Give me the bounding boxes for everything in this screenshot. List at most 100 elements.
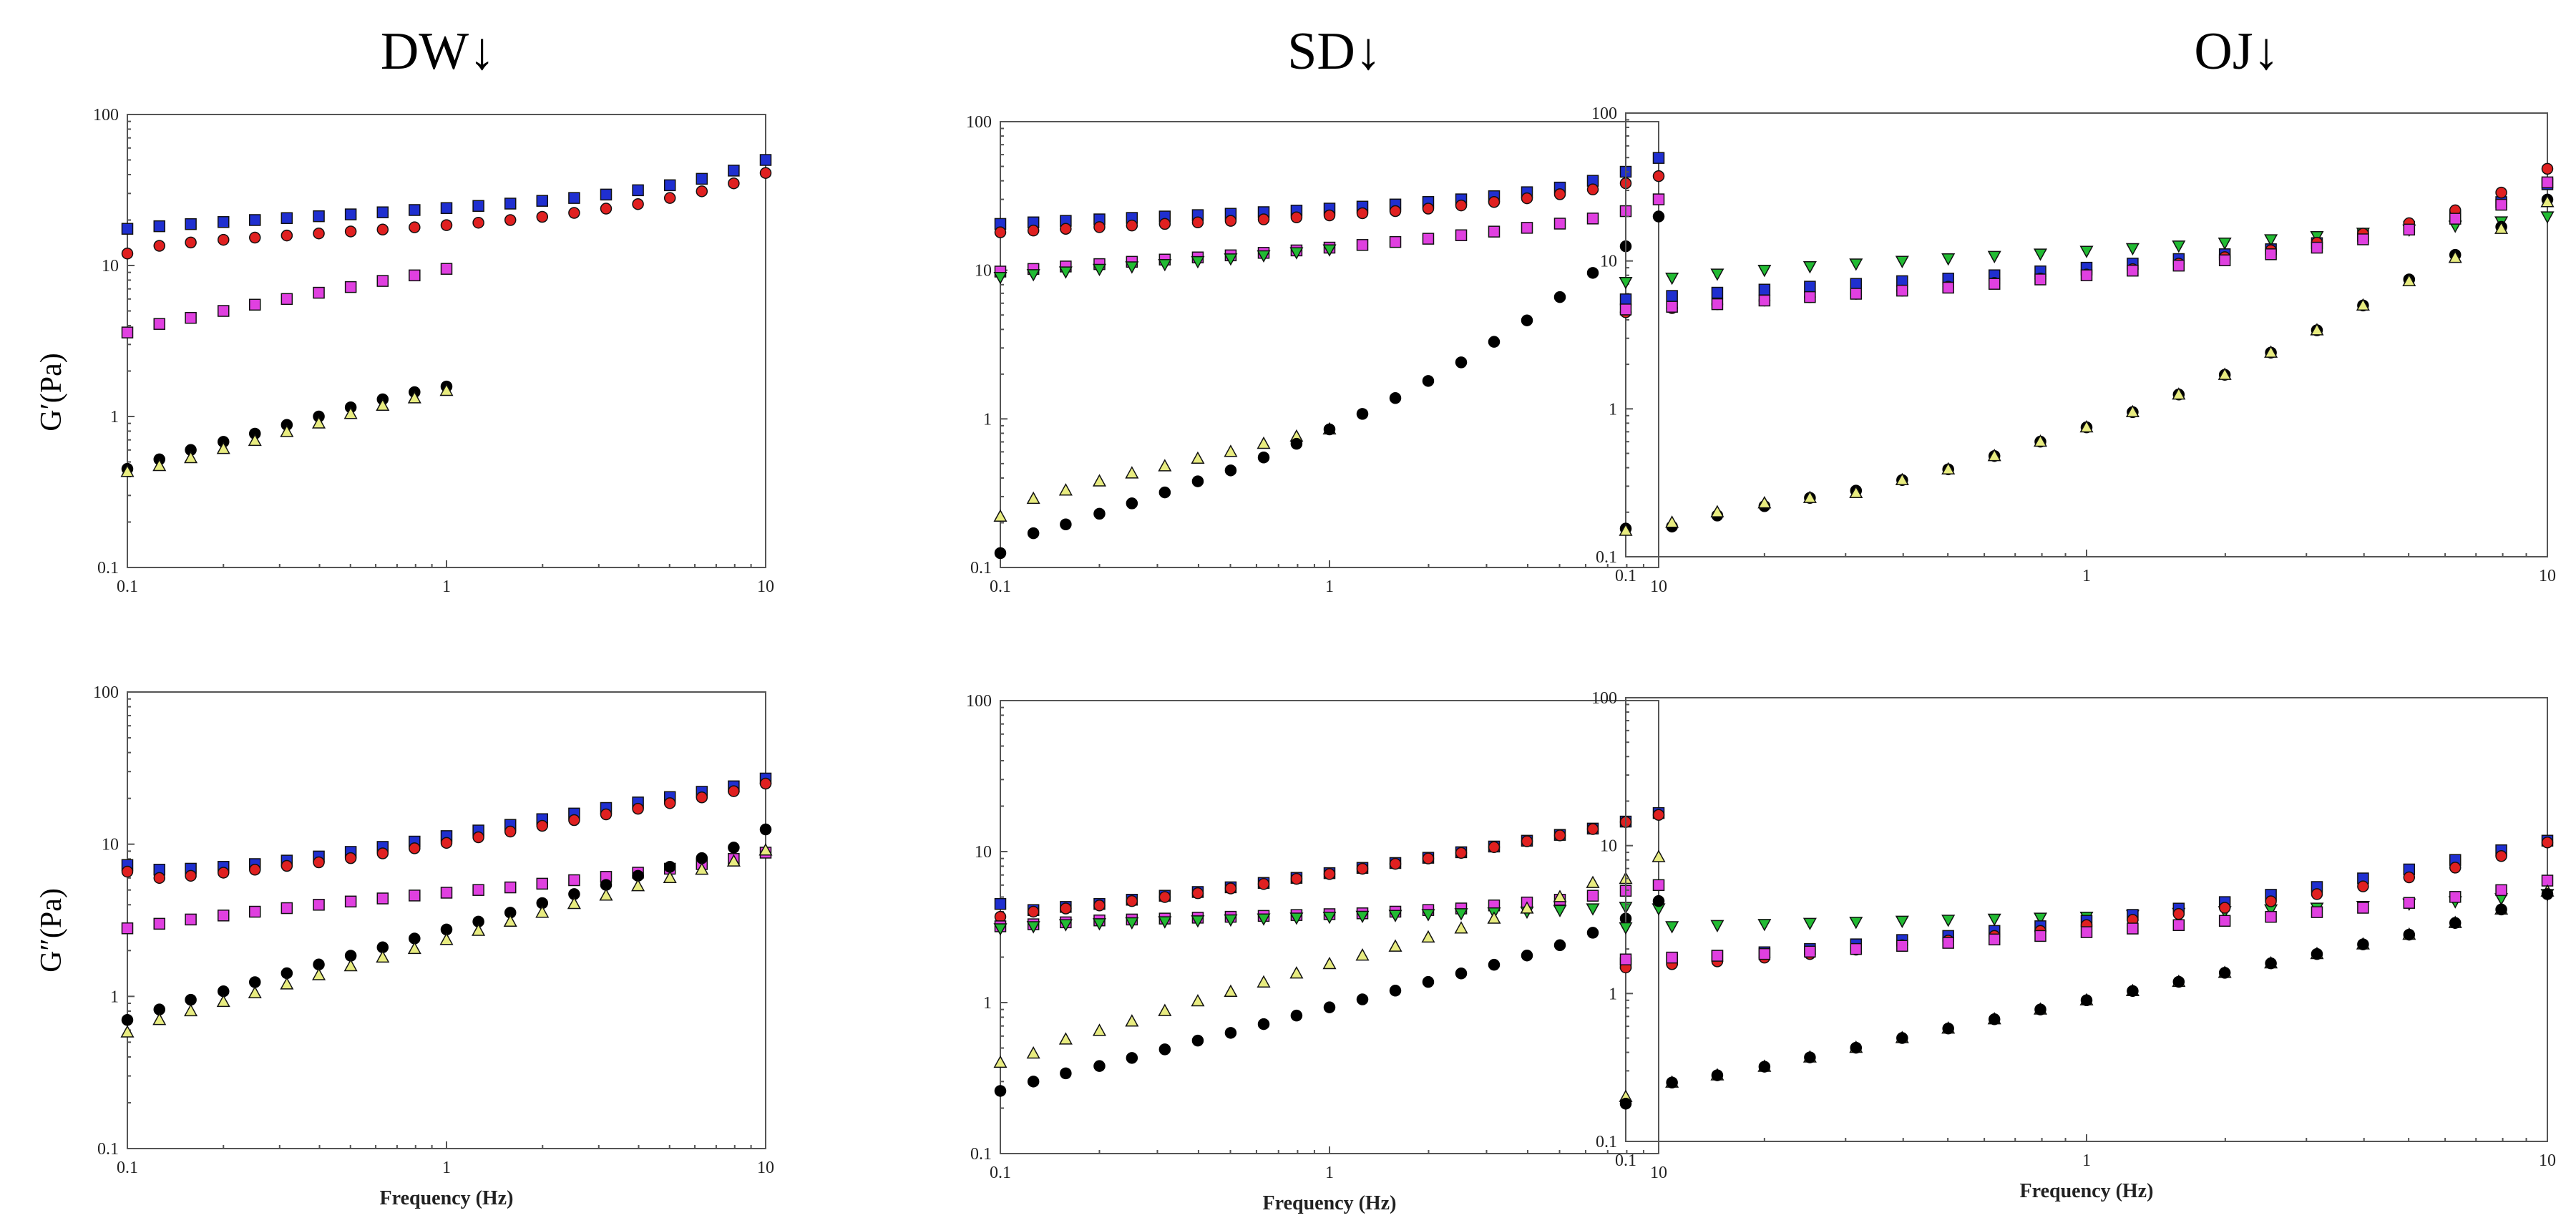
data-point — [2172, 907, 2185, 920]
data-point — [1619, 277, 1633, 290]
data-point — [728, 177, 740, 190]
data-point — [1553, 890, 1567, 902]
data-point — [1422, 975, 1435, 988]
data-point — [1289, 247, 1304, 260]
data-point — [2541, 162, 2554, 175]
data-point — [1356, 993, 1369, 1005]
data-point — [249, 864, 261, 876]
data-point — [2311, 888, 2323, 900]
series-black_circle — [994, 895, 1665, 1097]
data-point — [632, 184, 644, 197]
data-point — [1092, 1023, 1106, 1036]
data-point — [759, 823, 772, 836]
data-point — [1060, 518, 1072, 531]
series-yellow_triangle_up — [1619, 195, 2555, 536]
data-point — [280, 967, 293, 980]
data-point — [1896, 284, 1908, 297]
data-point — [1665, 273, 1679, 286]
data-point — [2034, 1003, 2046, 1015]
data-point — [1521, 949, 1533, 962]
data-point — [1666, 290, 1678, 302]
data-point — [1422, 233, 1435, 245]
data-point — [343, 406, 358, 419]
data-point — [504, 881, 517, 894]
data-point — [1092, 474, 1106, 487]
data-point — [1553, 939, 1566, 952]
data-point — [2357, 938, 2369, 950]
data-point — [1092, 918, 1106, 931]
data-point — [1058, 483, 1073, 496]
data-point — [2541, 176, 2554, 189]
data-point — [993, 1055, 1008, 1068]
data-point — [153, 872, 166, 885]
y-tick-label: 10 — [102, 836, 119, 854]
data-point — [663, 861, 676, 873]
data-point — [1711, 298, 1724, 311]
data-point — [1896, 1032, 1908, 1044]
data-point — [121, 922, 134, 935]
data-point — [1586, 267, 1599, 279]
chart-panel-dw-gprime: 0.1 1 10 0.1 1 10 100 — [93, 106, 774, 596]
data-point — [504, 214, 517, 226]
data-point — [1421, 909, 1435, 922]
data-point — [1224, 984, 1238, 997]
data-point — [1389, 985, 1402, 997]
data-point — [2127, 264, 2139, 277]
data-point — [993, 923, 1008, 936]
x-tick-label: 1 — [2082, 567, 2091, 585]
series-magenta_square — [121, 847, 772, 935]
data-point — [2357, 233, 2369, 245]
data-point — [1389, 205, 1402, 218]
data-point — [1802, 490, 1817, 503]
data-point — [1619, 293, 1632, 306]
data-point — [1356, 239, 1369, 251]
data-point — [696, 172, 708, 185]
data-point — [728, 842, 740, 854]
data-point — [2218, 367, 2232, 380]
series-black_circle — [994, 210, 1665, 560]
data-point — [280, 859, 293, 872]
data-point — [1586, 823, 1599, 835]
data-point — [1895, 915, 1909, 928]
series-green_triangle_down — [993, 902, 1666, 936]
data-point — [218, 867, 230, 879]
data-point — [1665, 515, 1679, 528]
data-point — [2218, 915, 2231, 927]
data-point — [1666, 301, 1678, 313]
data-point — [152, 459, 167, 472]
data-point — [632, 198, 644, 210]
data-point — [1257, 878, 1270, 890]
data-point — [1758, 283, 1771, 296]
data-point — [121, 248, 134, 260]
x-tick-label: 0.1 — [990, 1164, 1011, 1182]
data-point — [1988, 933, 2001, 946]
data-point — [249, 231, 261, 244]
data-point — [1804, 291, 1816, 303]
y-tick-label: 100 — [1591, 689, 1617, 708]
data-point — [1388, 939, 1402, 952]
y-tick-label: 10 — [975, 843, 992, 862]
data-point — [1224, 882, 1237, 895]
data-point — [2079, 245, 2094, 258]
data-point — [1942, 937, 1954, 949]
data-point — [1757, 265, 1772, 278]
data-point — [1257, 913, 1271, 926]
data-point — [344, 225, 357, 238]
data-point — [1093, 507, 1106, 520]
data-point — [1191, 216, 1204, 229]
data-point — [536, 877, 549, 890]
data-point — [632, 802, 644, 815]
column-title-oj: OJ↓ — [2194, 22, 2279, 81]
data-point — [1060, 1067, 1072, 1080]
data-point — [1652, 210, 1665, 223]
series-green_triangle_down — [1619, 211, 2555, 290]
data-point — [1455, 356, 1468, 369]
data-point — [1388, 910, 1402, 922]
chart-panel-sd-gprime: 0.1 1 10 0.1 1 10 100 — [966, 113, 1667, 596]
data-point — [1553, 291, 1566, 303]
data-point — [759, 777, 772, 790]
data-point — [2264, 234, 2278, 247]
data-point — [2172, 387, 2186, 400]
data-point — [1850, 1041, 1863, 1054]
data-point — [185, 869, 197, 882]
